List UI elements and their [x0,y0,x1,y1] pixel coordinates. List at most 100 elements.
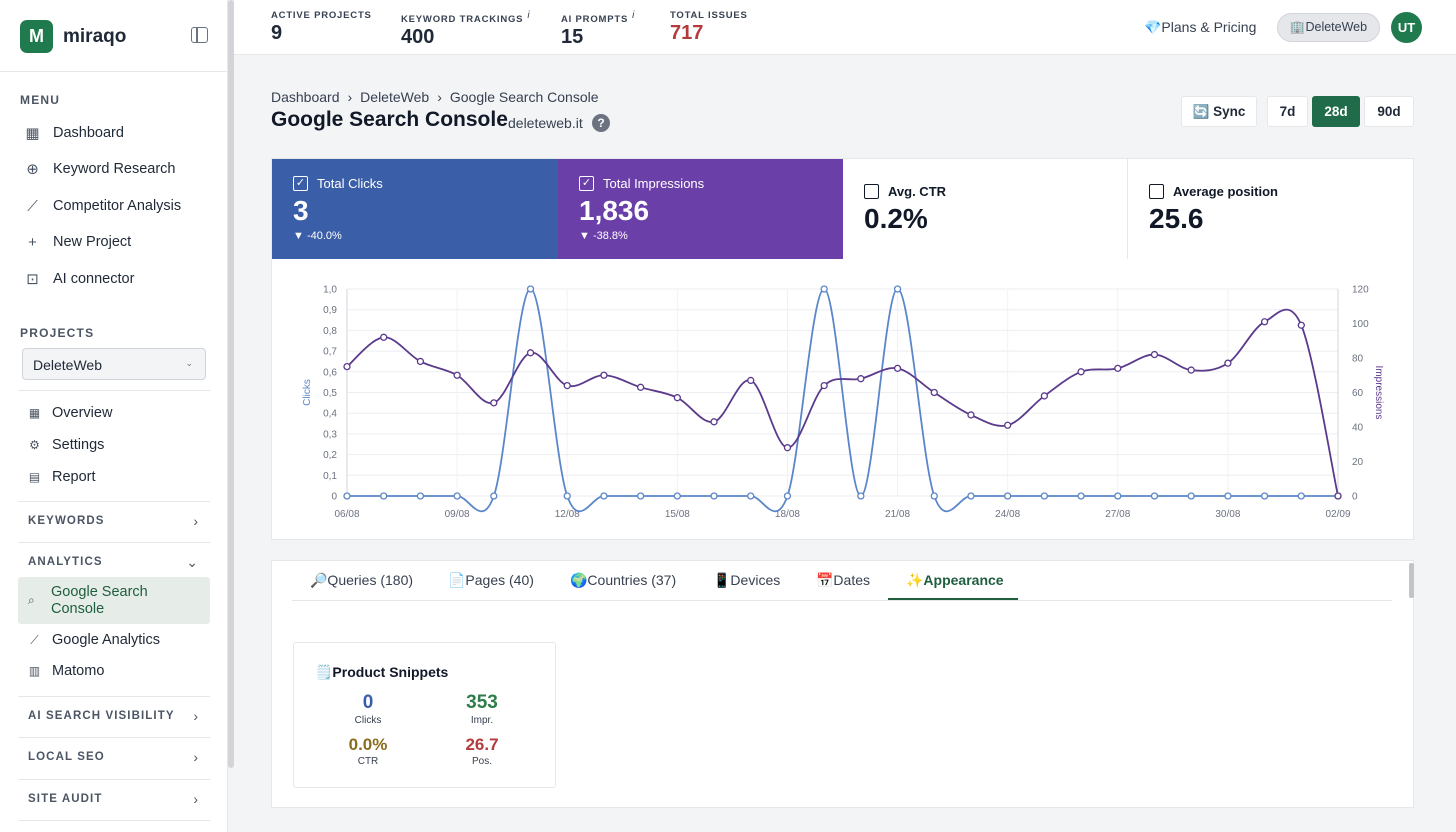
metric-average-position[interactable]: Average position 25.6 [1128,159,1414,259]
data-point-impressions [1040,392,1049,400]
metric-label: Total Clicks [317,176,383,191]
sidebar-item-report[interactable]: ▤ Report [28,465,96,489]
brand[interactable]: M miraqo [20,20,126,53]
sidebar-group-ai-search-visibility[interactable]: AI SEARCH VISIBILITY › [18,696,210,736]
sidebar-toggle-icon[interactable] [191,27,208,43]
sidebar-item-dashboard[interactable]: ▦ Dashboard [24,121,124,145]
snippet-metric-label: Clicks [354,715,382,726]
divider [0,71,228,72]
snippet-metric-value: 26.7 [465,735,499,754]
stat-value: 400 [401,26,435,49]
group-label: KEYWORDS [28,515,105,527]
y-left-tick-label: 0,9 [323,305,337,316]
sidebar-item-ai-connector[interactable]: ⊡ AI connector [24,267,134,291]
tab-queries[interactable]: 🔎Queries (180) [310,572,414,588]
y-left-tick-label: 0,4 [323,409,337,420]
sidebar-item-google-analytics[interactable]: ⟋ Google Analytics [28,628,160,652]
project-select-value: DeleteWeb [33,357,103,373]
help-icon[interactable]: ? [592,114,610,132]
tab-devices[interactable]: 📱Devices [713,572,781,588]
tab-appearance[interactable]: ✨Appearance [906,572,1004,588]
project-select[interactable]: DeleteWeb ⌄ [22,348,206,380]
sidebar-item-label: New Project [53,234,132,250]
range-7d-button[interactable]: 7d [1267,96,1308,127]
sync-button[interactable]: 🔄 Sync [1181,96,1257,127]
sidebar-group-keywords[interactable]: KEYWORDS › [18,501,210,541]
sidebar-item-label: AI connector [53,271,135,287]
info-icon[interactable]: i [527,10,531,21]
sidebar-group-site-audit[interactable]: SITE AUDIT › [18,779,210,819]
y-left-tick-label: 0 [331,492,337,503]
sidebar-item-competitor-analysis[interactable]: ⟋ Competitor Analysis [24,194,181,218]
brand-name: miraqo [63,25,127,47]
x-tick-label: 09/08 [445,509,470,520]
sidebar-item-label: Google Search Console [51,584,148,617]
y-right-tick-label: 80 [1352,354,1364,365]
range-28d-button[interactable]: 28d [1312,96,1360,127]
product-snippets-card: 🗒️Product Snippets 0 Clicks 353 Impr. 0.… [293,642,556,788]
data-point-impressions [820,381,828,390]
sidebar-item-keyword-research[interactable]: ⊕ Keyword Research [24,157,175,181]
data-point-clicks [416,492,425,500]
y-left-axis-label: Clicks [302,379,313,406]
account-switcher-button[interactable]: 🏢DeleteWeb [1277,13,1380,42]
data-point-clicks [1004,492,1012,500]
data-point-impressions [563,381,571,390]
x-tick-label: 30/08 [1215,509,1240,520]
tab-scrollbar[interactable] [1409,563,1414,598]
sidebar-item-settings[interactable]: ⚙ Settings [28,433,104,457]
x-tick-label: 18/08 [775,509,800,520]
data-point-clicks [600,492,608,500]
metric-total-impressions[interactable]: ✓ Total Impressions 1,836 ▼ -38.8% [558,159,843,259]
tab-pages[interactable]: 📄Pages (40) [448,572,534,588]
data-point-impressions [636,383,645,391]
checkbox-unchecked-icon[interactable] [864,184,879,199]
data-point-clicks [1297,492,1305,500]
grid-icon: ▦ [25,124,40,142]
sidebar-group-local-seo[interactable]: LOCAL SEO › [18,737,210,777]
grid-icon: ▦ [28,405,41,420]
breadcrumb-item-project[interactable]: DeleteWeb [360,89,430,105]
x-tick-label: 02/09 [1325,509,1350,520]
metric-cards: ✓ Total Clicks 3 ▼ -40.0% ✓ Total Impres… [271,158,1414,260]
brand-logo-icon: M [20,20,53,53]
y-right-axis-label: Impressions [1373,366,1384,420]
tab-countries[interactable]: 🌍Countries (37) [570,572,677,588]
avatar[interactable]: UT [1391,12,1422,43]
x-tick-label: 15/08 [665,509,690,520]
sidebar-item-overview[interactable]: ▦ Overview [28,401,113,425]
checkbox-checked-icon[interactable]: ✓ [579,176,594,191]
sidebar-scrollbar[interactable] [228,0,234,768]
data-point-impressions [857,375,865,383]
search-icon: ⌕ [28,593,35,607]
data-point-impressions [600,371,608,379]
data-point-impressions [380,333,388,341]
data-point-clicks [490,492,498,500]
chevron-right-icon: › [193,708,198,724]
y-left-tick-label: 0,5 [323,388,337,399]
sidebar-item-google-search-console[interactable]: ⌕ Google Search Console [18,577,210,624]
data-point-clicks [747,492,755,500]
sidebar-item-new-project[interactable]: + New Project [24,230,131,254]
sidebar-item-matomo[interactable]: ▥ Matomo [28,659,105,683]
chevron-right-icon: › [193,791,198,807]
plans-pricing-link[interactable]: 💎Plans & Pricing [1144,19,1257,35]
metric-value: 1,836 [579,195,650,226]
checkbox-unchecked-icon[interactable] [1149,184,1164,199]
y-right-tick-label: 20 [1352,457,1364,468]
data-point-clicks [1114,492,1122,500]
sidebar-group-analytics[interactable]: ANALYTICS ⌄ [18,542,210,582]
info-icon[interactable]: i [632,10,636,21]
breadcrumb-separator: › [347,89,353,105]
data-point-clicks [1077,492,1085,500]
breadcrumb-item-dashboard[interactable]: Dashboard [271,89,340,105]
projects-title: PROJECTS [20,326,95,340]
tab-dates[interactable]: 📅Dates [816,572,871,588]
data-point-clicks [636,492,645,500]
metric-total-clicks[interactable]: ✓ Total Clicks 3 ▼ -40.0% [272,159,558,259]
checkbox-checked-icon[interactable]: ✓ [293,176,308,191]
range-90d-button[interactable]: 90d [1364,96,1414,127]
x-tick-label: 06/08 [334,509,359,520]
line-chart-icon: ⟋ [27,197,38,215]
metric-avg-ctr[interactable]: Avg. CTR 0.2% [843,159,1128,259]
